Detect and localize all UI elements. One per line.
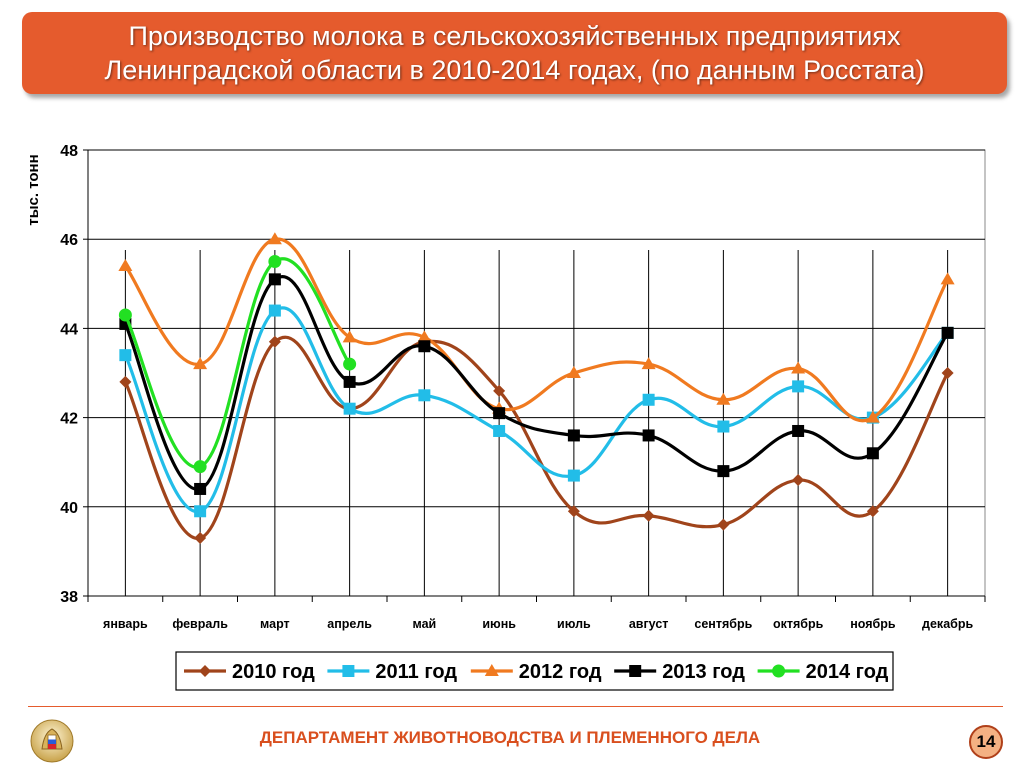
y-tick-label: 38	[60, 589, 78, 606]
x-tick-label: апрель	[327, 617, 372, 631]
data-point	[194, 505, 207, 518]
data-point	[194, 482, 207, 495]
legend-marker	[629, 665, 642, 677]
footer-divider	[28, 706, 1003, 707]
legend-label: 2011 год	[375, 661, 457, 683]
data-point	[343, 402, 356, 415]
x-tick-label: декабрь	[922, 617, 973, 631]
data-point	[567, 469, 580, 482]
x-tick-label: июнь	[482, 617, 516, 631]
series-line	[123, 237, 950, 423]
legend-entry: 2014 год	[757, 661, 889, 683]
data-point	[118, 258, 133, 271]
data-point	[941, 326, 954, 339]
emblem-icon	[30, 719, 74, 763]
data-point	[717, 465, 730, 478]
data-point	[268, 335, 281, 348]
slide-title-line-1: Производство молока в сельскохозяйственн…	[128, 21, 901, 51]
data-point	[268, 273, 281, 286]
data-point	[119, 349, 132, 362]
series-line	[123, 257, 352, 469]
data-point	[717, 518, 730, 531]
legend-marker	[342, 665, 355, 677]
slide-title: Производство молока в сельскохозяйственн…	[22, 12, 1007, 94]
y-tick-label: 44	[60, 321, 78, 338]
x-tick-label: август	[629, 617, 669, 631]
data-point	[642, 393, 655, 406]
data-point	[417, 330, 432, 343]
data-point	[567, 429, 580, 442]
footer-department: ДЕПАРТАМЕНТ ЖИВОТНОВОДСТВА И ПЛЕМЕННОГО …	[259, 728, 761, 747]
data-point	[865, 410, 880, 423]
slide-title-line-2: Ленинградской области в 2010-2014 годах,…	[104, 55, 925, 85]
x-tick-label: январь	[103, 617, 148, 631]
data-point	[193, 357, 208, 370]
legend-entry: 2011 год	[327, 661, 457, 683]
y-tick-label: 48	[60, 143, 78, 160]
y-tick-label: 40	[60, 500, 78, 517]
y-axis-label: тыс. тонн	[25, 154, 42, 225]
data-point	[268, 255, 282, 268]
data-point	[418, 340, 431, 353]
legend-label: 2010 год	[232, 661, 315, 683]
y-tick-label: 46	[60, 232, 78, 249]
x-tick-label: июль	[557, 617, 591, 631]
data-point	[717, 420, 730, 433]
x-tick-label: март	[260, 617, 290, 631]
data-point	[642, 429, 655, 442]
data-point	[566, 366, 581, 378]
series-line	[123, 335, 950, 540]
page-number: 14	[969, 725, 1003, 759]
legend: 2010 год 2011 год 2012 год 2013 год 2014 год	[175, 651, 894, 691]
data-point	[792, 424, 805, 437]
data-point	[418, 389, 431, 402]
milk-production-chart: 38 40 42 44 46 48 январь февраль март апрель май ию…	[25, 143, 986, 691]
legend-entry: 2013 год	[614, 661, 745, 683]
data-point	[194, 532, 207, 545]
data-point	[493, 407, 506, 420]
x-tick-label: октябрь	[773, 617, 824, 631]
data-point	[940, 272, 955, 285]
data-point	[641, 357, 656, 370]
data-point	[493, 384, 506, 397]
legend-label: 2013 год	[662, 661, 745, 683]
data-point	[193, 460, 207, 474]
legend-entry: 2012 год	[470, 661, 602, 683]
data-point	[792, 380, 805, 393]
data-point	[941, 367, 954, 379]
legend-marker	[199, 665, 211, 677]
x-tick-label: май	[413, 617, 437, 631]
data-point	[268, 304, 281, 317]
data-point	[716, 392, 731, 405]
series-5	[118, 255, 357, 474]
data-point	[118, 308, 132, 322]
data-point	[791, 361, 806, 374]
legend-marker	[484, 664, 499, 676]
y-tick-label: 42	[60, 411, 78, 428]
data-point	[493, 424, 506, 437]
data-point	[343, 357, 357, 371]
data-point	[267, 232, 282, 245]
data-point	[866, 505, 879, 518]
x-tick-label: ноябрь	[850, 617, 896, 631]
data-point	[866, 447, 879, 460]
data-point	[642, 509, 655, 522]
x-tick-label: февраль	[172, 617, 228, 631]
data-point	[343, 375, 356, 388]
data-point	[567, 505, 580, 518]
legend-label: 2012 год	[519, 661, 602, 683]
data-point	[119, 375, 132, 388]
data-point	[342, 330, 357, 343]
data-point	[792, 474, 805, 487]
plot-area	[87, 149, 986, 597]
legend-label: 2014 год	[806, 661, 889, 683]
legend-entry: 2010 год	[184, 661, 315, 683]
legend-marker	[772, 664, 786, 678]
x-tick-label: сентябрь	[694, 617, 752, 631]
